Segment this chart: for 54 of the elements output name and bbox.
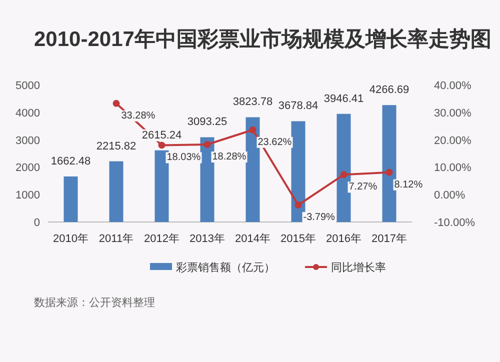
data-label: 8.12% [394, 179, 423, 190]
y-tick-label: 0 [34, 217, 40, 229]
y2-tick-label: 30.00% [434, 107, 472, 120]
x-tick-label: 2016年 [326, 233, 362, 245]
data-label: 3823.78 [232, 96, 273, 108]
x-tick-label: 2010年 [53, 233, 88, 245]
bar [382, 105, 396, 222]
bar [336, 114, 351, 222]
point [249, 126, 256, 134]
y-tick-label: 3000 [16, 134, 40, 147]
point [294, 201, 302, 208]
data-label: 7.27% [348, 182, 378, 193]
point [340, 171, 348, 178]
y-tick-label: 5000 [16, 80, 40, 92]
bar [109, 161, 124, 222]
point [204, 141, 211, 148]
data-label: 3946.41 [324, 92, 364, 105]
bar [200, 137, 214, 222]
y2-tick-label: 20.00% [434, 134, 472, 147]
bar [246, 117, 260, 222]
y2-tick-label: 10.00% [434, 162, 472, 174]
y-tick-label: 1000 [16, 190, 40, 202]
x-tick-label: 2015年 [280, 233, 316, 245]
source-note: 数据来源：公开资料整理 [34, 296, 155, 309]
data-label: 1662.48 [50, 155, 91, 168]
y2-tick-label: -10.00% [434, 217, 476, 229]
data-label: 4266.69 [369, 84, 410, 96]
y-tick-label: 2000 [16, 162, 40, 174]
legend-label: 彩票销售额（亿元） [176, 261, 275, 274]
data-label: 23.62% [258, 136, 292, 148]
y-tick-label: 4000 [16, 107, 40, 120]
data-label: 18.03% [166, 152, 201, 164]
x-tick-label: 2013年 [190, 233, 225, 245]
y2-tick-label: 40.00% [434, 80, 472, 92]
data-label: 3093.25 [187, 116, 228, 128]
point [112, 100, 120, 107]
data-label: 33.28% [121, 110, 156, 122]
bar [154, 150, 169, 222]
data-label: 2215.82 [96, 140, 136, 152]
bar [64, 176, 78, 222]
legend-label: 同比增长率 [331, 261, 386, 274]
point [386, 168, 393, 176]
point [158, 142, 166, 149]
data-label: 3678.84 [278, 100, 318, 112]
data-label: 2615.24 [142, 129, 182, 142]
x-tick-label: 2012年 [144, 233, 180, 245]
bar [291, 121, 306, 222]
data-label: 18.28% [212, 152, 246, 163]
x-tick-label: 2011年 [98, 233, 134, 245]
data-label: -3.79% [303, 212, 336, 223]
chart-title: 2010-2017年中国彩票业市场规模及增长率走势图 [34, 27, 492, 51]
x-tick-label: 2014年 [235, 233, 270, 245]
y2-tick-label: 0.00% [434, 190, 466, 202]
x-tick-label: 2017年 [372, 233, 407, 245]
